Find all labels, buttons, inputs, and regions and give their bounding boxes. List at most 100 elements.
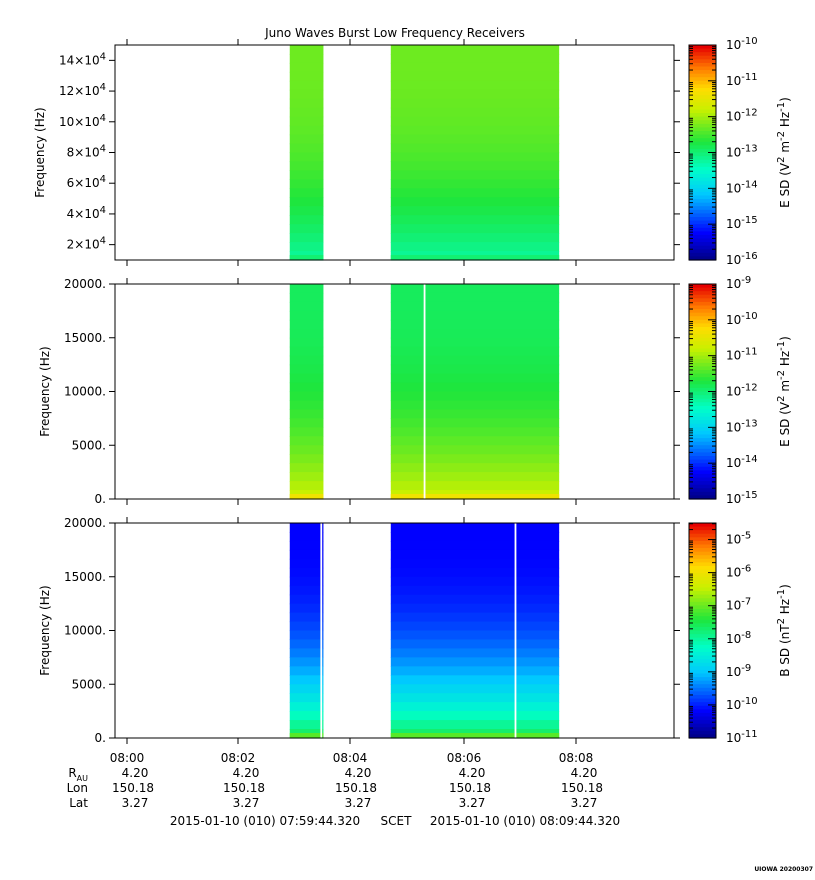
ephemeris-row-label: Lat <box>69 796 88 810</box>
colorbar-segment <box>689 456 716 461</box>
colorbar-segment <box>689 605 716 610</box>
ephemeris-value: 150.18 <box>449 781 491 795</box>
spectral-slice <box>289 567 324 578</box>
colorbar-segment <box>689 206 716 211</box>
colorbar-segment <box>689 123 716 129</box>
colorbar-segment <box>689 45 716 50</box>
spectral-slice <box>289 427 324 437</box>
colorbar-segment <box>689 284 716 289</box>
low-frequency-band <box>289 255 324 260</box>
colorbar-segment <box>689 548 716 553</box>
spectral-slice <box>390 630 560 641</box>
spectral-slice <box>289 346 324 357</box>
panels-group: 2×104 4×104 6×104 8×104 10×104 12×104 14×104 Fr… <box>33 36 792 745</box>
spectral-slice <box>289 711 324 721</box>
colorbar-segment <box>689 52 716 57</box>
spectral-slice <box>390 346 560 357</box>
colorbar-segment <box>689 466 716 471</box>
colorbar-tick-label: 10-15 <box>726 215 758 231</box>
spectral-slice <box>289 436 324 446</box>
spectral-slice <box>390 319 560 330</box>
colorbar-segment <box>689 159 716 164</box>
colorbar-segment <box>689 195 716 200</box>
spectral-slice <box>390 567 560 578</box>
spectral-slice <box>289 391 324 402</box>
panel-1: 2×104 4×104 6×104 8×104 10×104 12×104 14×104 Fr… <box>33 36 792 267</box>
spectral-slice <box>289 418 324 428</box>
colorbar-segment <box>689 355 716 360</box>
colorbar-segment <box>689 452 716 457</box>
y-tick-label: 0. <box>95 731 106 745</box>
spectral-slice <box>289 53 324 64</box>
colorbar-tick-label: 10-5 <box>726 531 751 547</box>
spectral-slice <box>390 576 560 587</box>
colorbar-segment <box>689 327 716 332</box>
colorbar-segment <box>689 127 716 132</box>
panel-2: 0. 5000. 10000. 15000. 20000. Frequency (Hz) 1… <box>38 275 792 506</box>
low-frequency-band <box>390 733 560 738</box>
spectral-slice <box>390 481 560 491</box>
colorbar-segment <box>689 558 716 564</box>
spectral-slice <box>390 80 560 91</box>
colorbar-segment <box>689 188 716 193</box>
colorbar-segment <box>689 562 716 567</box>
colorbar-segment <box>689 166 716 172</box>
colorbar-segment <box>689 227 716 232</box>
spectral-slice <box>289 310 324 321</box>
colorbar-segment <box>689 583 716 589</box>
ephemeris-value: 150.18 <box>112 781 154 795</box>
colorbar-segment <box>689 491 716 497</box>
spectral-slice <box>390 382 560 393</box>
colorbar-segment <box>689 152 716 157</box>
colorbar-segment <box>689 242 716 247</box>
colorbar-segment <box>689 481 716 486</box>
spectral-slice <box>289 328 324 339</box>
colorbar-segment <box>689 334 716 339</box>
ephemeris-row-label: Lon <box>67 781 88 795</box>
colorbar-tick-label: 10-9 <box>726 663 751 679</box>
colorbar-segment <box>689 337 716 342</box>
spectral-slice <box>289 540 324 551</box>
spectral-slice <box>390 594 560 605</box>
spectral-slice <box>289 71 324 82</box>
data-block <box>289 284 324 500</box>
colorbar-segment <box>689 88 716 93</box>
y-axis-label: Frequency (Hz) <box>38 346 52 437</box>
colorbar-segment <box>689 680 716 685</box>
y-axis-label: Frequency (Hz) <box>33 107 47 198</box>
colorbar-segment <box>689 734 716 739</box>
spectral-slice <box>390 523 560 533</box>
colorbar-segment <box>689 362 716 368</box>
ephemeris-value: 3.27 <box>345 796 372 810</box>
colorbar-segment <box>689 301 716 307</box>
colorbar-segment <box>689 405 716 411</box>
colorbar-segment <box>689 91 716 96</box>
colorbar-segment <box>689 352 716 357</box>
colorbar-tick-label: 10-10 <box>726 696 758 712</box>
spectral-slice <box>390 134 560 145</box>
spectral-slice <box>390 684 560 694</box>
colorbar-segment <box>689 245 716 250</box>
colorbar-segment <box>689 330 716 335</box>
colorbar-segment <box>689 366 716 371</box>
colorbar-segment <box>689 723 716 728</box>
colorbar-segment <box>689 109 716 114</box>
y-tick-label: 20000. <box>64 277 106 291</box>
colorbar-segment <box>689 705 716 710</box>
colorbar-segment <box>689 473 716 479</box>
spectral-slice <box>289 179 324 189</box>
colorbar-segment <box>689 98 716 103</box>
colorbar-segment <box>689 544 716 549</box>
ephemeris-value: 3.27 <box>459 796 486 810</box>
spectral-slice <box>390 284 560 294</box>
colorbar-segment <box>689 224 716 229</box>
colorbar-segment <box>689 448 716 454</box>
spectral-slice <box>390 418 560 428</box>
spectral-slice <box>289 62 324 73</box>
colorbar-segment <box>689 131 716 136</box>
colorbar-tick-label: 10-14 <box>726 454 758 470</box>
spectral-slice <box>390 400 560 411</box>
colorbar-segment <box>689 48 716 53</box>
spectral-slice <box>390 693 560 703</box>
spectral-slice <box>289 445 324 455</box>
